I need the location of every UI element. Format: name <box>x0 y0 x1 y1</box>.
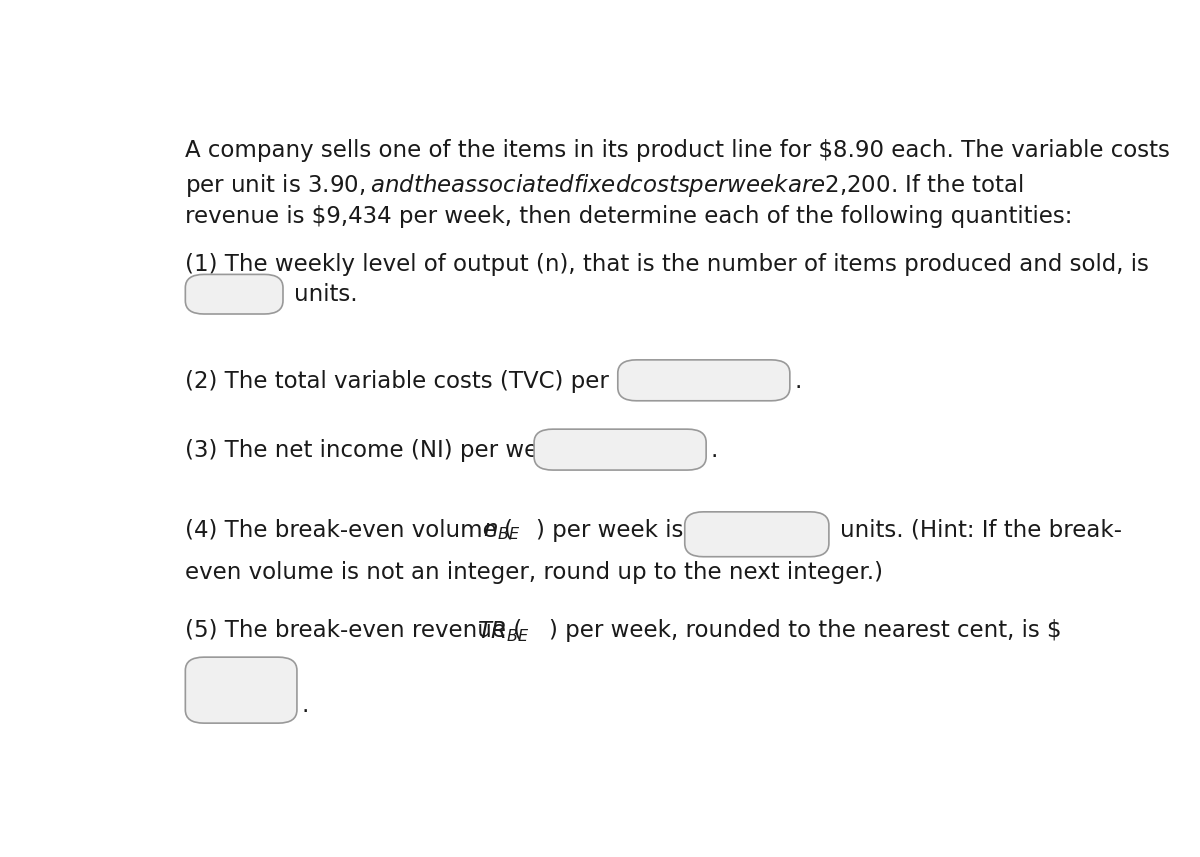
Text: per unit is $3.90, and the associated fixed costs per week are $2,200. If the to: per unit is $3.90, and the associated fi… <box>185 172 1024 199</box>
FancyBboxPatch shape <box>685 512 829 557</box>
FancyBboxPatch shape <box>534 429 706 470</box>
Text: $\mathit{TR}_{BE}$: $\mathit{TR}_{BE}$ <box>478 619 530 644</box>
Text: .: . <box>794 370 802 393</box>
Text: ) per week is: ) per week is <box>536 518 683 542</box>
Text: (2) The total variable costs (TVC) per week is $: (2) The total variable costs (TVC) per w… <box>185 370 724 393</box>
Text: units. (Hint: If the break-: units. (Hint: If the break- <box>840 518 1122 542</box>
Text: even volume is not an integer, round up to the next integer.): even volume is not an integer, round up … <box>185 561 883 584</box>
Text: A company sells one of the items in its product line for $8.90 each. The variabl: A company sells one of the items in its … <box>185 139 1170 162</box>
FancyBboxPatch shape <box>185 657 296 723</box>
FancyBboxPatch shape <box>185 274 283 314</box>
Text: (3) The net income (NI) per week is $: (3) The net income (NI) per week is $ <box>185 440 613 463</box>
Text: .: . <box>301 693 308 716</box>
Text: (4) The break-even volume (: (4) The break-even volume ( <box>185 518 514 542</box>
FancyBboxPatch shape <box>618 360 790 401</box>
Text: revenue is $9,434 per week, then determine each of the following quantities:: revenue is $9,434 per week, then determi… <box>185 205 1073 228</box>
Text: (1) The weekly level of output (n), that is the number of items produced and sol: (1) The weekly level of output (n), that… <box>185 253 1150 276</box>
Text: units.: units. <box>294 283 358 306</box>
Text: $n_{BE}$: $n_{BE}$ <box>482 518 521 542</box>
Text: (5) The break-even revenue (: (5) The break-even revenue ( <box>185 619 522 642</box>
Text: ) per week, rounded to the nearest cent, is $: ) per week, rounded to the nearest cent,… <box>548 619 1062 642</box>
Text: .: . <box>710 440 718 463</box>
